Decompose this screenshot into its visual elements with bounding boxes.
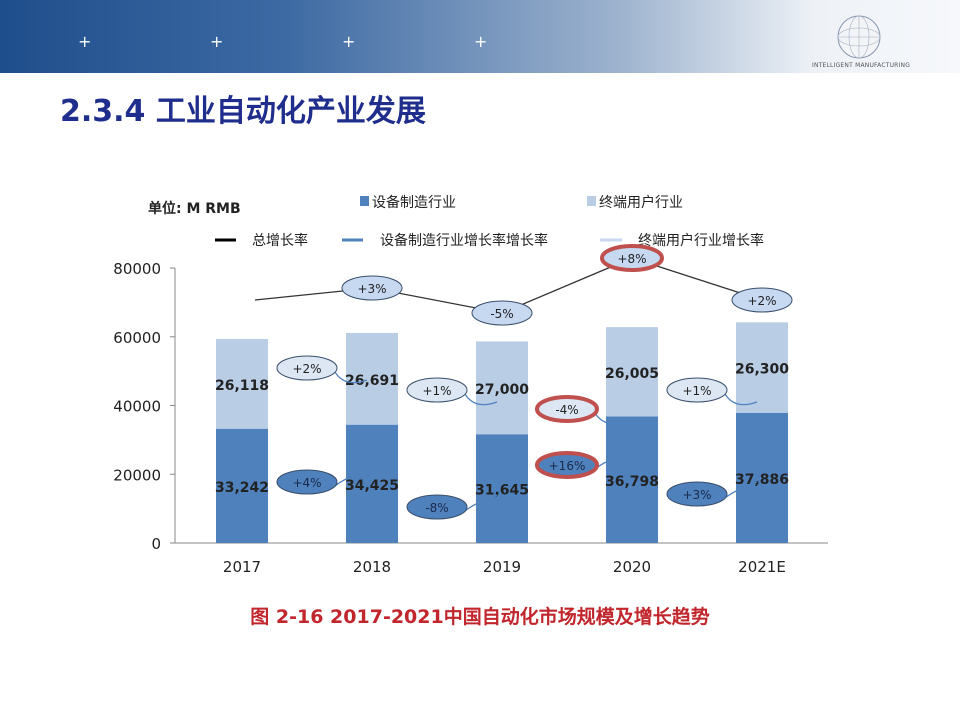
data-label: 34,425 [345,478,399,494]
y-tick-label: 60000 [113,329,161,347]
bar-equipment [346,424,398,543]
equipment-growth-bubble [276,469,338,495]
data-label: 27,000 [475,382,529,398]
total-growth-bubble [600,244,664,272]
data-label: 36,798 [605,474,659,490]
bar-enduser [346,332,398,425]
equipment-growth-bubble [666,481,728,507]
enduser-growth-bubble-label: +1% [682,384,711,398]
enduser-growth-bubble-label: -4% [555,403,578,417]
bar-enduser [606,327,658,417]
bar-equipment [606,416,658,543]
y-tick-label: 80000 [113,260,161,278]
logo-text: INTELLIGENT MANUFACTURING [812,62,911,69]
data-label: 33,242 [215,480,269,496]
figure-caption: 图 2-16 2017-2021中国自动化市场规模及增长趋势 [250,606,710,628]
equipment-growth-bubble-label: +16% [549,459,586,473]
data-label: 26,005 [605,366,659,382]
chart: 单位: M RMB 设备制造行业 终端用户行业 总增长率 设备制造行业增长率增长… [113,194,828,576]
total-growth-bubble-label: -5% [490,307,513,321]
globe-logo-icon [837,15,881,59]
legend-swatch-enduser [587,196,596,206]
x-tick-label: 2017 [223,558,261,576]
bar-equipment [736,412,788,543]
data-label: 31,645 [475,483,529,499]
enduser-growth-arrow [334,371,368,384]
enduser-growth-bubble [406,377,468,403]
bar-equipment [216,428,268,543]
x-tick-label: 2020 [613,558,651,576]
enduser-growth-bubble-label: +2% [292,362,321,376]
enduser-growth-bubble-label: +1% [422,384,451,398]
total-growth-bubble-label: +2% [747,294,776,308]
x-tick-label: 2018 [353,558,391,576]
total-growth-bubble [731,287,793,313]
legend-equipment-growth: 设备制造行业增长率增长率 [380,232,548,249]
data-label: 26,691 [345,373,399,389]
data-label: 26,118 [215,378,269,394]
legend-swatch-equipment [360,196,369,206]
y-tick-label: 20000 [113,466,161,484]
legend-enduser: 终端用户行业 [599,194,683,211]
enduser-growth-arrow [724,393,758,406]
bar-enduser [216,338,268,429]
x-tick-label: 2021E [738,558,786,576]
page-title: 2.3.4 工业自动化产业发展 [60,94,426,129]
legend-enduser-growth: 终端用户行业增长率 [638,232,764,249]
equipment-growth-bubble-label: -8% [425,501,448,515]
enduser-growth-bubble [535,395,599,423]
equipment-growth-bubble [535,451,599,479]
unit-label: 单位: M RMB [148,200,241,217]
equipment-growth-bubble-label: +3% [682,488,711,502]
legend-equipment: 设备制造行业 [372,194,456,211]
y-tick-label: 40000 [113,398,161,416]
equipment-growth-bubble [406,494,468,520]
bar-enduser [476,341,528,435]
x-tick-label: 2019 [483,558,521,576]
header-banner [0,0,960,73]
bar-equipment [476,434,528,543]
data-label: 26,300 [735,362,789,378]
data-label: 37,886 [735,472,789,488]
total-growth-bubble-label: +8% [617,252,646,266]
bar-enduser [736,322,788,413]
equipment-growth-bubble-label: +4% [292,476,321,490]
plus-icon: + [474,32,488,51]
total-growth-bubble [341,275,403,301]
total-growth-bubble [471,300,533,326]
legend-total-growth: 总增长率 [252,232,308,249]
y-tick-label: 0 [151,535,161,553]
enduser-growth-bubble [276,355,338,381]
enduser-growth-arrow [594,412,628,425]
plus-icon: + [342,32,356,51]
plus-icon: + [210,32,224,51]
enduser-growth-bubble [666,377,728,403]
plus-icon: + [78,32,92,51]
enduser-growth-arrow [464,393,498,406]
total-growth-bubble-label: +3% [357,282,386,296]
